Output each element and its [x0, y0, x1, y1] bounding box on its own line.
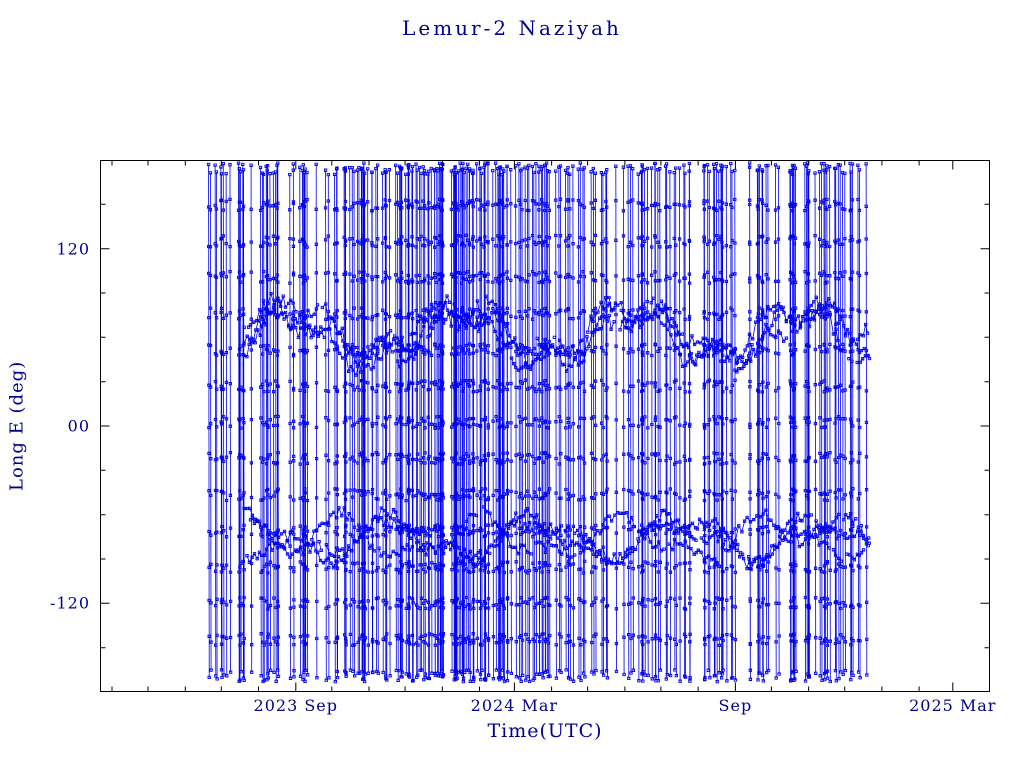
y-axis-label: Long E (deg): [6, 360, 28, 492]
x-tick-label: 2024 Mar: [470, 696, 559, 715]
x-tick-label: Sep: [718, 696, 753, 715]
y-tick-label: -120: [50, 593, 90, 613]
x-tick-label: 2025 Mar: [909, 696, 997, 715]
x-axis-label: Time(UTC): [487, 720, 603, 742]
y-tick-label: 00: [67, 416, 90, 436]
y-tick-label: 120: [56, 239, 90, 259]
plot-area: [100, 160, 990, 692]
x-tick-label: 2023 Sep: [253, 696, 339, 715]
chart-title: Lemur-2 Naziyah: [402, 16, 622, 40]
plot-canvas: [100, 160, 990, 692]
